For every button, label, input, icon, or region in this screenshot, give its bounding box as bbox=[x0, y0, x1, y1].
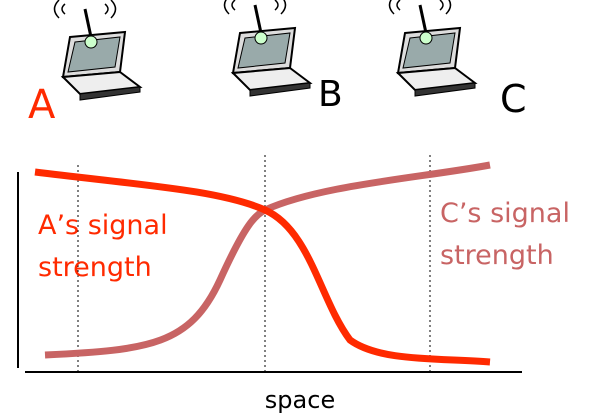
diagram: A B C A’s signal strength C’s signal str… bbox=[0, 0, 594, 417]
curve-label: strength bbox=[38, 252, 152, 283]
laptop-c bbox=[390, 0, 476, 96]
axis-label: space bbox=[265, 386, 335, 414]
laptop-b bbox=[225, 0, 311, 96]
curve-label: strength bbox=[440, 240, 554, 271]
laptop-a bbox=[55, 0, 141, 100]
node-label: B bbox=[318, 74, 343, 115]
node-label: C bbox=[500, 77, 527, 121]
curve-label: A’s signal bbox=[38, 210, 168, 241]
node-label: A bbox=[28, 82, 56, 128]
curve-label: C’s signal bbox=[440, 198, 570, 229]
